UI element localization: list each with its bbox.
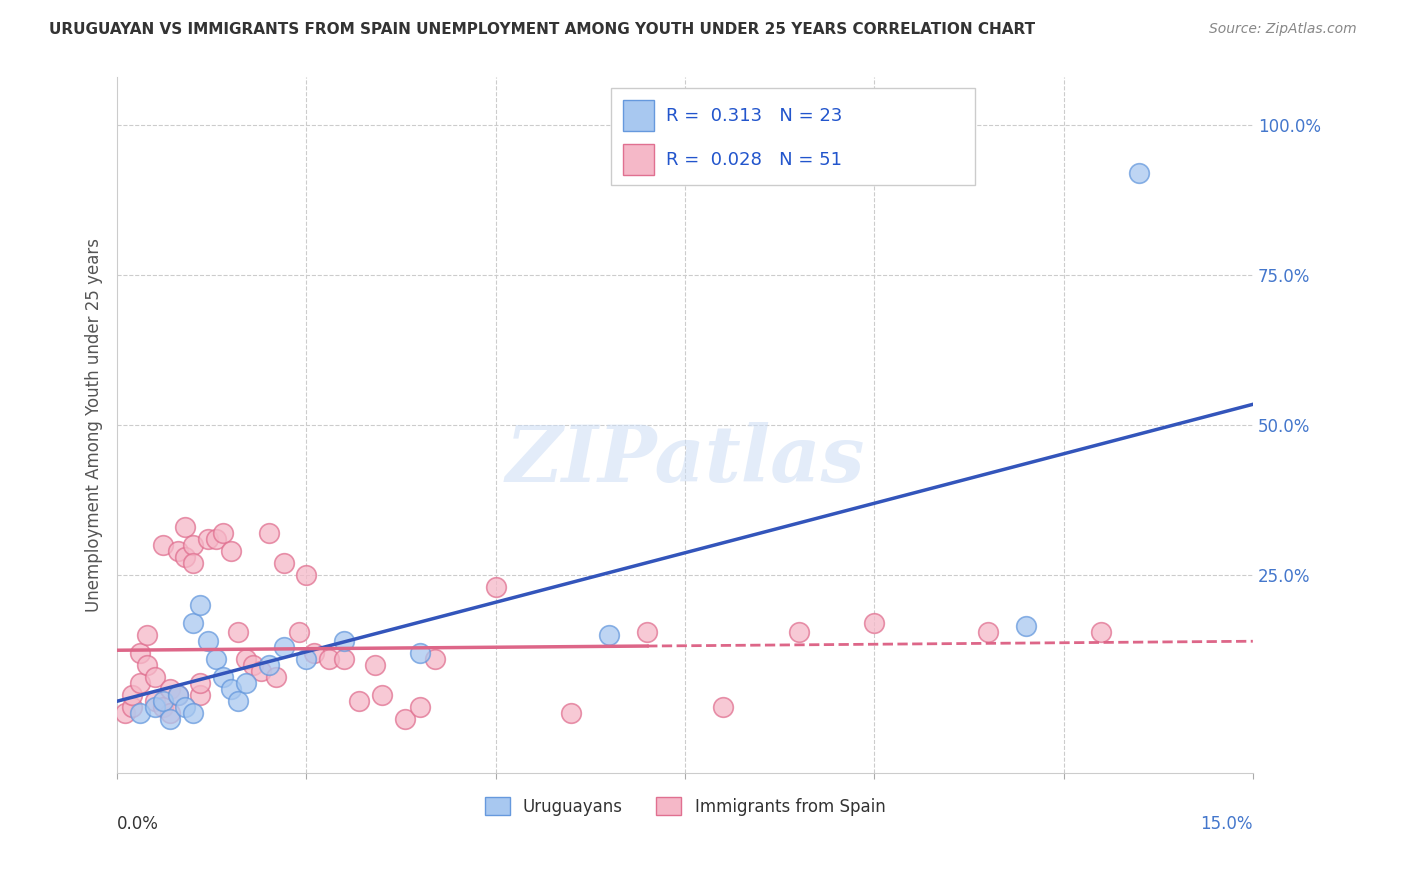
- FancyBboxPatch shape: [612, 88, 974, 186]
- Point: [1090, 625, 1112, 640]
- Point: [143, 694, 166, 708]
- Point: [129, 676, 152, 690]
- Point: [114, 706, 136, 721]
- Point: [181, 538, 204, 552]
- Point: [219, 682, 242, 697]
- Point: [174, 700, 197, 714]
- Point: [333, 652, 356, 666]
- Point: [197, 634, 219, 648]
- Point: [174, 520, 197, 534]
- Point: [1015, 619, 1038, 633]
- Point: [485, 580, 508, 594]
- Point: [181, 616, 204, 631]
- Point: [181, 556, 204, 570]
- Point: [190, 688, 212, 702]
- Point: [190, 599, 212, 613]
- Point: [228, 625, 250, 640]
- Point: [159, 706, 181, 721]
- FancyBboxPatch shape: [623, 145, 654, 175]
- Point: [235, 652, 257, 666]
- Point: [204, 533, 226, 547]
- Point: [295, 568, 318, 582]
- Point: [159, 682, 181, 697]
- Point: [273, 640, 295, 655]
- Text: 15.0%: 15.0%: [1201, 815, 1253, 833]
- Point: [333, 634, 356, 648]
- Point: [409, 646, 432, 660]
- Point: [318, 652, 340, 666]
- Point: [787, 625, 810, 640]
- Point: [136, 628, 159, 642]
- Point: [219, 544, 242, 558]
- Point: [1128, 166, 1150, 180]
- Point: [152, 700, 174, 714]
- Text: R =  0.028   N = 51: R = 0.028 N = 51: [665, 151, 842, 169]
- Legend: Uruguayans, Immigrants from Spain: Uruguayans, Immigrants from Spain: [477, 789, 894, 824]
- Point: [143, 700, 166, 714]
- Point: [273, 556, 295, 570]
- Point: [166, 688, 188, 702]
- Point: [159, 712, 181, 726]
- Y-axis label: Unemployment Among Youth under 25 years: Unemployment Among Youth under 25 years: [86, 238, 103, 612]
- Point: [371, 688, 394, 702]
- Point: [143, 670, 166, 684]
- Point: [197, 533, 219, 547]
- Point: [129, 646, 152, 660]
- Point: [174, 550, 197, 565]
- Point: [212, 526, 235, 541]
- Point: [250, 664, 273, 678]
- Point: [166, 688, 188, 702]
- Point: [363, 658, 385, 673]
- Point: [977, 625, 1000, 640]
- Point: [264, 670, 287, 684]
- Point: [121, 700, 143, 714]
- Point: [228, 694, 250, 708]
- Point: [349, 694, 371, 708]
- Text: R =  0.313   N = 23: R = 0.313 N = 23: [665, 107, 842, 125]
- Point: [636, 625, 658, 640]
- Point: [181, 706, 204, 721]
- Point: [425, 652, 447, 666]
- Point: [212, 670, 235, 684]
- Point: [302, 646, 325, 660]
- Point: [711, 700, 734, 714]
- Point: [295, 652, 318, 666]
- Point: [394, 712, 416, 726]
- Point: [598, 628, 620, 642]
- Point: [257, 526, 280, 541]
- Point: [863, 616, 886, 631]
- Text: ZIPatlas: ZIPatlas: [505, 422, 865, 499]
- Point: [204, 652, 226, 666]
- Text: 0.0%: 0.0%: [117, 815, 159, 833]
- Point: [166, 544, 188, 558]
- Text: URUGUAYAN VS IMMIGRANTS FROM SPAIN UNEMPLOYMENT AMONG YOUTH UNDER 25 YEARS CORRE: URUGUAYAN VS IMMIGRANTS FROM SPAIN UNEMP…: [49, 22, 1035, 37]
- Point: [288, 625, 311, 640]
- Point: [409, 700, 432, 714]
- Point: [121, 688, 143, 702]
- Point: [257, 658, 280, 673]
- Point: [242, 658, 264, 673]
- Point: [560, 706, 582, 721]
- Point: [190, 676, 212, 690]
- Text: Source: ZipAtlas.com: Source: ZipAtlas.com: [1209, 22, 1357, 37]
- Point: [235, 676, 257, 690]
- Point: [152, 538, 174, 552]
- FancyBboxPatch shape: [623, 101, 654, 131]
- Point: [152, 694, 174, 708]
- Point: [129, 706, 152, 721]
- Point: [136, 658, 159, 673]
